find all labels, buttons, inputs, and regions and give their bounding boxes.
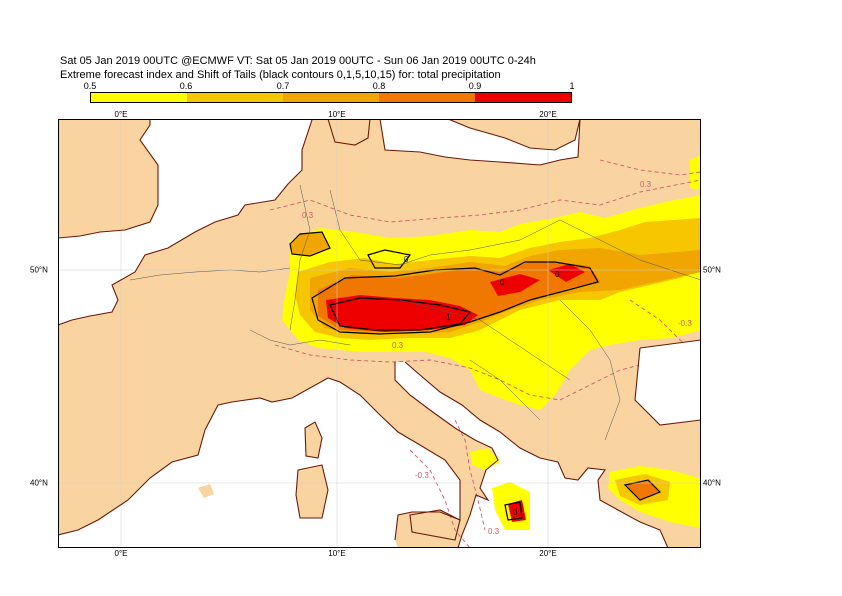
lat-right-50: 50°N <box>703 265 721 275</box>
contour-label-black-3: 0 <box>555 270 560 279</box>
coastlines <box>58 119 701 548</box>
contour-label-dashed-1: 0.3 <box>392 341 404 350</box>
colorbar-label-5: 1 <box>569 81 575 91</box>
contour-label-black-4: 0 <box>513 508 518 517</box>
contour-label-black-0: 0 <box>404 255 409 264</box>
colorbar-seg-2 <box>187 93 283 102</box>
colorbar-seg-3 <box>283 93 379 102</box>
lat-left-50: 50°N <box>30 265 48 275</box>
contour-label-dashed-0: 0.3 <box>302 211 314 220</box>
lon-top-20: 20°E <box>539 110 557 119</box>
efi-map: 0 0 1 0 0 0.3 0.3 0.3 0.3 -0.3 -0.3 <box>58 119 701 548</box>
lon-bottom-0: 0°E <box>114 549 128 558</box>
map-frame <box>58 119 701 548</box>
lat-left-40: 40°N <box>30 478 48 488</box>
map-title-line2: Extreme forecast index and Shift of Tail… <box>60 69 501 81</box>
contour-label-black-1: 0 <box>500 278 505 287</box>
lon-top-10: 10°E <box>328 110 346 119</box>
colorbar-seg-5 <box>475 93 571 102</box>
colorbar-label-3: 0.8 <box>372 81 386 91</box>
contour-label-black-2: 1 <box>446 313 451 322</box>
graticule <box>58 119 701 548</box>
colorbar-label-0: 0.5 <box>83 81 97 91</box>
lat-right-40: 40°N <box>703 478 721 488</box>
contour-label-dashed-5: -0.3 <box>415 471 429 480</box>
efi-colorbar <box>90 92 572 103</box>
colorbar-label-1: 0.6 <box>179 81 193 91</box>
map-title-line1: Sat 05 Jan 2019 00UTC @ECMWF VT: Sat 05 … <box>60 55 536 67</box>
colorbar-label-2: 0.7 <box>276 81 290 91</box>
country-borders <box>129 184 701 441</box>
contour-label-dashed-2: 0.3 <box>640 180 652 189</box>
lon-top-0: 0°E <box>114 110 128 119</box>
lon-bottom-10: 10°E <box>328 549 346 558</box>
lon-bottom-20: 20°E <box>539 549 557 558</box>
contour-label-dashed-4: -0.3 <box>678 319 692 328</box>
black-sea <box>635 340 701 425</box>
efi-shading <box>282 155 701 530</box>
colorbar-seg-4 <box>379 93 475 102</box>
contour-label-dashed-3: 0.3 <box>488 527 500 536</box>
colorbar-seg-1 <box>91 93 187 102</box>
contour-labels: 0 0 1 0 0 0.3 0.3 0.3 0.3 -0.3 -0.3 <box>302 180 692 536</box>
colorbar-label-4: 0.9 <box>468 81 482 91</box>
